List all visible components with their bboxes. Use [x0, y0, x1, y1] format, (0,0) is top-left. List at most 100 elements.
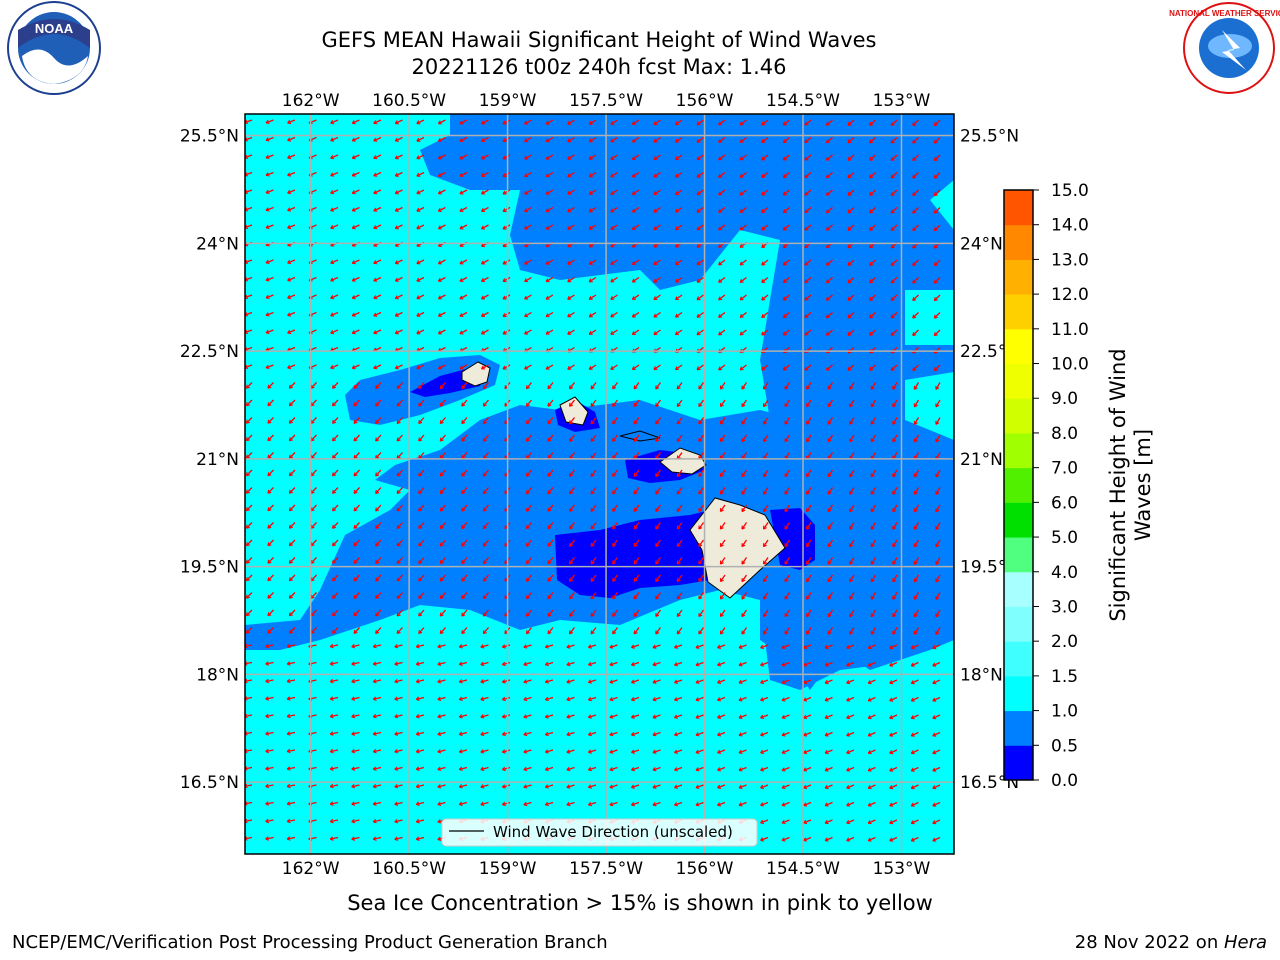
wave-direction-arrow — [459, 259, 468, 265]
wave-direction-arrow — [396, 382, 403, 390]
wave-direction-arrow — [612, 469, 619, 477]
wave-direction-arrow — [351, 171, 360, 177]
wave-direction-arrow — [825, 294, 833, 301]
wave-direction-arrow — [633, 557, 640, 565]
wave-direction-arrow — [416, 329, 425, 335]
wave-direction-arrow — [825, 364, 833, 371]
wave-direction-arrow — [330, 171, 339, 177]
wave-direction-arrow — [547, 382, 554, 390]
wave-direction-arrow — [245, 574, 253, 582]
wave-direction-arrow — [418, 487, 425, 495]
wave-direction-arrow — [610, 171, 618, 178]
wave-direction-arrow — [523, 696, 532, 702]
colorbar-tick-label: 1.0 — [1051, 702, 1078, 722]
lat-label-left: 24°N — [196, 234, 239, 254]
wave-direction-arrow — [523, 731, 532, 737]
wave-direction-arrow — [781, 661, 790, 667]
wave-direction-arrow — [353, 522, 360, 529]
wave-direction-arrow — [653, 259, 661, 266]
wave-direction-arrow — [375, 574, 382, 582]
wave-direction-arrow — [590, 399, 597, 407]
wave-direction-arrow — [912, 364, 919, 372]
wave-direction-arrow — [265, 661, 274, 666]
wave-direction-arrow — [784, 382, 791, 390]
wave-direction-arrow — [935, 539, 941, 548]
wave-direction-arrow — [545, 119, 554, 125]
wave-direction-arrow — [741, 609, 748, 618]
wave-direction-arrow — [461, 609, 468, 617]
wave-direction-arrow — [719, 504, 726, 513]
wave-direction-arrow — [932, 714, 941, 720]
wave-direction-arrow — [739, 364, 747, 371]
wave-direction-arrow — [846, 644, 855, 650]
wave-direction-arrow — [330, 224, 339, 230]
wave-direction-arrow — [674, 119, 683, 126]
wave-direction-arrow — [913, 557, 920, 565]
wave-direction-arrow — [267, 434, 274, 442]
wave-direction-arrow — [480, 731, 489, 737]
wave-direction-arrow — [912, 154, 919, 162]
wave-direction-arrow — [502, 154, 511, 160]
wave-direction-arrow — [332, 539, 339, 547]
wave-direction-arrow — [461, 399, 468, 407]
colorbar-swatch — [1004, 537, 1033, 573]
wave-direction-arrow — [375, 522, 382, 529]
wave-direction-arrow — [739, 259, 747, 266]
wave-direction-arrow — [653, 154, 661, 161]
wave-direction-arrow — [739, 119, 747, 126]
colorbar-tick-label: 11.0 — [1051, 320, 1089, 340]
wave-direction-arrow — [267, 557, 274, 564]
wave-direction-arrow — [869, 189, 876, 196]
wave-direction-arrow — [267, 592, 274, 599]
wave-direction-arrow — [653, 171, 661, 178]
wave-direction-arrow — [375, 434, 382, 442]
wave-direction-arrow — [373, 259, 382, 265]
wave-direction-arrow — [674, 136, 683, 143]
wave-direction-arrow — [590, 539, 597, 547]
wave-direction-arrow — [396, 627, 403, 635]
wave-direction-arrow — [827, 487, 834, 495]
lon-label-top: 157.5°W — [569, 91, 643, 111]
wave-direction-arrow — [762, 627, 769, 635]
wave-direction-arrow — [394, 224, 403, 230]
chart-subtitle: 20221126 t00z 240h fcst Max: 1.46 — [411, 55, 787, 79]
wave-direction-arrow — [439, 487, 446, 495]
wave-direction-arrow — [653, 276, 661, 283]
wave-direction-arrow — [351, 119, 360, 125]
wave-direction-arrow — [741, 469, 748, 478]
wave-field-mid-se — [760, 590, 915, 690]
wave-direction-arrow — [633, 539, 640, 547]
wave-direction-arrow — [784, 557, 791, 565]
wave-direction-arrow — [587, 731, 597, 737]
wave-direction-arrow — [913, 539, 920, 548]
wave-direction-arrow — [676, 609, 683, 617]
wave-direction-arrow — [849, 382, 855, 390]
wave-direction-arrow — [912, 224, 919, 232]
wave-direction-arrow — [674, 311, 683, 318]
wave-direction-arrow — [912, 119, 919, 127]
wave-direction-arrow — [265, 678, 274, 684]
wave-direction-arrow — [415, 679, 425, 684]
wave-direction-arrow — [696, 259, 704, 266]
wave-direction-arrow — [762, 522, 769, 530]
wave-direction-arrow — [288, 469, 296, 477]
wave-direction-arrow — [396, 504, 403, 512]
wave-direction-arrow — [396, 522, 403, 530]
wave-direction-arrow — [633, 487, 640, 495]
wave-direction-arrow — [265, 119, 274, 125]
wave-direction-arrow — [372, 731, 382, 736]
wave-direction-arrow — [523, 714, 532, 719]
wave-direction-arrow — [935, 399, 941, 408]
wave-direction-arrow — [892, 627, 898, 635]
wave-direction-arrow — [265, 259, 274, 265]
wave-direction-arrow — [394, 311, 403, 317]
wave-direction-arrow — [761, 311, 769, 319]
wave-direction-arrow — [718, 276, 726, 283]
wave-direction-arrow — [547, 574, 554, 582]
wave-direction-arrow — [762, 592, 769, 600]
nws-logo: NATIONAL WEATHER SERVICE — [1169, 2, 1280, 94]
wave-direction-arrow — [718, 364, 726, 371]
wave-direction-arrow — [849, 627, 855, 635]
wave-direction-arrow — [739, 189, 747, 196]
wave-direction-arrow — [610, 311, 618, 318]
